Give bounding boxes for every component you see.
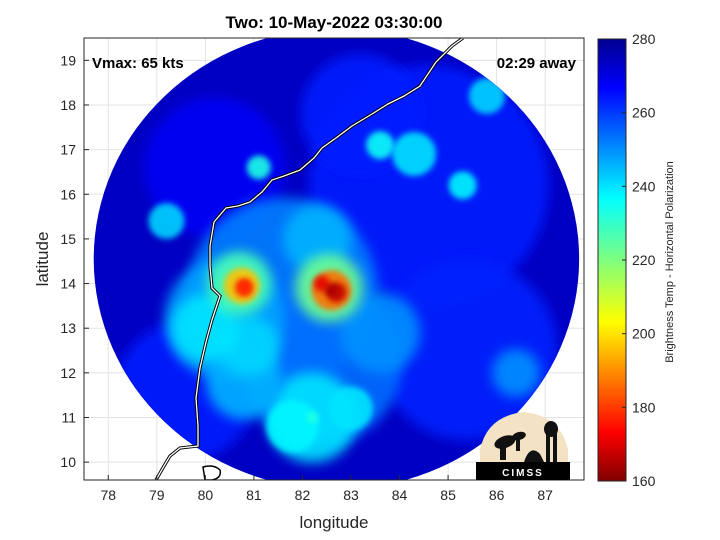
y-tick-label: 14 bbox=[60, 276, 76, 292]
chart-title: Two: 10-May-2022 03:30:00 bbox=[225, 13, 442, 32]
swath bbox=[93, 38, 580, 480]
x-tick-label: 85 bbox=[440, 487, 456, 503]
colorbar-tick-label: 220 bbox=[632, 252, 656, 268]
brightness-blob bbox=[392, 132, 437, 177]
x-tick-label: 79 bbox=[149, 487, 165, 503]
y-tick-label: 10 bbox=[60, 454, 76, 470]
y-tick-label: 16 bbox=[60, 186, 76, 202]
brightness-blob bbox=[328, 386, 373, 431]
colorbar-tick-label: 180 bbox=[632, 399, 656, 415]
y-tick-label: 18 bbox=[60, 97, 76, 113]
y-tick-label: 15 bbox=[60, 231, 76, 247]
brightness-blob bbox=[468, 78, 505, 115]
colorbar bbox=[597, 38, 627, 482]
colorbar-tick-label: 240 bbox=[632, 178, 656, 194]
brightness-blob bbox=[246, 155, 271, 180]
colorbar-tick-label: 260 bbox=[632, 105, 656, 121]
y-axis-label: latitude bbox=[33, 232, 52, 287]
rainband-west bbox=[238, 279, 251, 292]
brightness-blob bbox=[148, 203, 185, 240]
brightness-blob bbox=[448, 171, 477, 200]
coastline bbox=[154, 38, 464, 480]
y-tick-label: 19 bbox=[60, 52, 76, 68]
y-tick-label: 17 bbox=[60, 142, 76, 158]
logo-text: CIMSS bbox=[502, 468, 544, 479]
vmax-annotation: Vmax: 65 kts bbox=[92, 55, 184, 72]
brightness-blob bbox=[171, 294, 240, 363]
colorbar-tick-label: 280 bbox=[632, 31, 656, 47]
colorbar-ticks: 160 180 200 220 240 260 280 bbox=[622, 31, 656, 489]
x-tick-label: 78 bbox=[100, 487, 116, 503]
y-tick-label: 12 bbox=[60, 365, 76, 381]
cimss-logo: CIMSS bbox=[476, 412, 570, 480]
colorbar-label: Brightness Temp - Horizontal Polarizatio… bbox=[664, 161, 676, 363]
brightness-blob bbox=[366, 131, 395, 160]
x-axis: 78 79 80 81 82 83 84 85 86 87 bbox=[100, 475, 553, 503]
eye-wall-east bbox=[325, 284, 338, 297]
y-tick-label: 13 bbox=[60, 320, 76, 336]
x-tick-label: 86 bbox=[489, 487, 505, 503]
brightness-blob bbox=[266, 400, 319, 453]
y-axis: 10 11 12 13 14 15 16 17 18 19 bbox=[60, 52, 89, 470]
x-tick-label: 80 bbox=[198, 487, 214, 503]
brightness-blob bbox=[340, 292, 421, 373]
x-tick-label: 87 bbox=[537, 487, 553, 503]
y-tick-label: 11 bbox=[61, 409, 76, 425]
x-tick-label: 84 bbox=[392, 487, 408, 503]
x-axis-label: longitude bbox=[299, 513, 368, 532]
time-away-annotation: 02:29 away bbox=[497, 55, 577, 72]
axes-frame bbox=[83, 37, 585, 481]
heatmap-field bbox=[93, 38, 580, 480]
x-tick-label: 83 bbox=[343, 487, 359, 503]
x-tick-label: 81 bbox=[246, 487, 262, 503]
colorbar-tick-label: 200 bbox=[632, 326, 656, 342]
brightness-blob bbox=[313, 275, 330, 292]
colorbar-tick-label: 160 bbox=[632, 473, 656, 489]
x-tick-label: 82 bbox=[295, 487, 311, 503]
southern-band bbox=[306, 411, 319, 424]
brightness-blob bbox=[492, 348, 541, 397]
